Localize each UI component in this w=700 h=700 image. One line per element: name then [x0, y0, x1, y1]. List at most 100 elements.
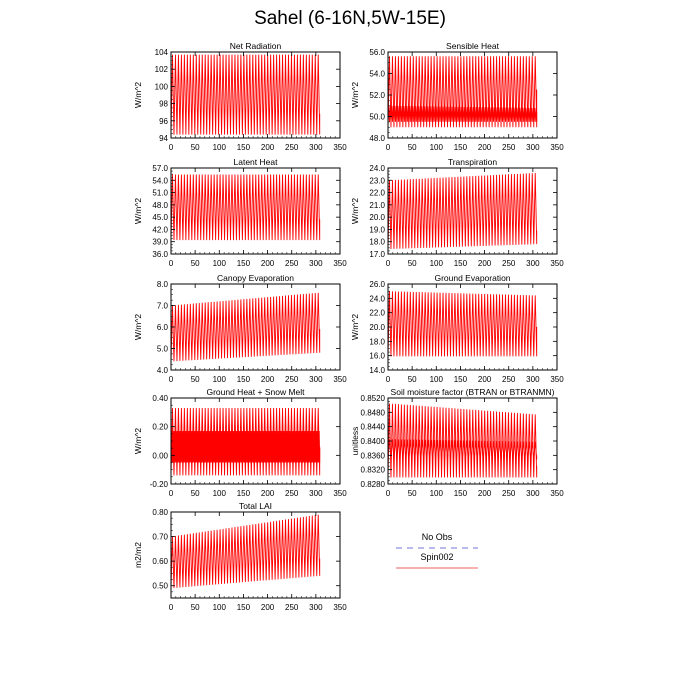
y-tick-label: 39.0 — [152, 238, 168, 247]
x-tick-label: 300 — [526, 259, 540, 268]
x-tick-label: 250 — [285, 603, 299, 612]
x-tick-label: 50 — [191, 375, 200, 384]
x-tick-label: 200 — [261, 489, 275, 498]
y-tick-label: 0.00 — [152, 451, 168, 460]
x-tick-label: 0 — [386, 489, 391, 498]
x-tick-label: 350 — [550, 489, 564, 498]
series-line-1 — [387, 172, 538, 250]
y-tick-label: 0.20 — [152, 423, 168, 432]
y-tick-label: 42.0 — [152, 225, 168, 234]
y-tick-label: 19.0 — [369, 225, 385, 234]
x-tick-label: 350 — [333, 375, 347, 384]
y-tick-label: 54.0 — [152, 176, 168, 185]
x-tick-label: 50 — [408, 489, 417, 498]
x-tick-label: 100 — [430, 143, 444, 152]
y-tick-label: 0.8400 — [361, 437, 386, 446]
y-tick-label: 96 — [159, 117, 168, 126]
panel-2: 0 50 100 150 200 250 300 350 48.0 50.0 52.0 54.0 56.… — [350, 41, 564, 152]
y-axis-label: W/m^2 — [133, 82, 143, 108]
x-tick-label: 200 — [261, 259, 275, 268]
x-tick-label: 300 — [309, 375, 323, 384]
panel-7: 0 50 100 150 200 250 300 350 -0.20 0.00 0.20 0.40 Gr… — [133, 387, 347, 498]
x-tick-label: 250 — [285, 143, 299, 152]
x-tick-label: 250 — [502, 259, 516, 268]
y-tick-label: 7.0 — [157, 302, 169, 311]
x-tick-label: 150 — [454, 375, 468, 384]
y-tick-label: -0.20 — [150, 480, 169, 489]
y-tick-label: 0.60 — [152, 557, 168, 566]
y-tick-label: 18.0 — [369, 238, 385, 247]
x-tick-label: 250 — [502, 143, 516, 152]
x-tick-label: 200 — [478, 143, 492, 152]
x-tick-label: 200 — [478, 489, 492, 498]
panel-title: Sensible Heat — [446, 41, 500, 51]
x-tick-label: 350 — [333, 143, 347, 152]
x-tick-label: 350 — [550, 143, 564, 152]
y-tick-label: 98 — [159, 100, 168, 109]
x-tick-label: 0 — [386, 259, 391, 268]
y-tick-label: 102 — [155, 65, 169, 74]
x-tick-label: 0 — [169, 603, 174, 612]
panel-5: 0 50 100 150 200 250 300 350 4.0 5.0 6.0 7.0 8.0 Cano… — [133, 273, 347, 384]
x-tick-label: 150 — [237, 375, 251, 384]
y-axis-label: W/m^2 — [133, 198, 143, 224]
x-tick-label: 150 — [454, 143, 468, 152]
x-tick-label: 300 — [309, 259, 323, 268]
y-tick-label: 0.40 — [152, 394, 168, 403]
x-tick-label: 50 — [191, 489, 200, 498]
x-tick-label: 50 — [408, 143, 417, 152]
series-line-2 — [387, 439, 538, 460]
y-tick-label: 5.0 — [157, 345, 169, 354]
y-axis-label: W/m^2 — [350, 314, 360, 340]
series-line-1 — [170, 174, 321, 241]
x-tick-label: 350 — [550, 375, 564, 384]
x-tick-label: 150 — [237, 489, 251, 498]
y-axis-label: unitless — [350, 427, 360, 456]
x-tick-label: 100 — [213, 375, 227, 384]
panel-title: Net Radiation — [230, 41, 282, 51]
y-tick-label: 48.0 — [369, 134, 385, 143]
y-axis-label: W/m^2 — [133, 314, 143, 340]
y-tick-label: 56.0 — [369, 48, 385, 57]
y-tick-label: 14.0 — [369, 366, 385, 375]
x-tick-label: 0 — [169, 489, 174, 498]
panel-title: Transpiration — [448, 157, 498, 167]
y-tick-label: 51.0 — [152, 189, 168, 198]
x-tick-label: 250 — [502, 375, 516, 384]
y-tick-label: 104 — [155, 48, 169, 57]
panel-9: 0 50 100 150 200 250 300 350 0.50 0.60 0.70 0.80 Tot… — [133, 501, 347, 612]
y-tick-label: 36.0 — [152, 250, 168, 259]
x-tick-label: 50 — [191, 603, 200, 612]
panel-title: Canopy Evaporation — [217, 273, 294, 283]
panel-3: 0 50 100 150 200 250 300 350 36.0 39.0 42.0 45.0 48.… — [133, 157, 347, 268]
x-tick-label: 50 — [408, 375, 417, 384]
x-tick-label: 100 — [430, 489, 444, 498]
y-tick-label: 0.8440 — [361, 423, 386, 432]
y-tick-label: 20.0 — [369, 213, 385, 222]
y-axis-label: m2/m2 — [133, 542, 143, 568]
x-tick-label: 200 — [478, 375, 492, 384]
panel-title: Soil moisture factor (BTRAN or BTRANMN) — [391, 387, 555, 397]
y-tick-label: 16.0 — [369, 352, 385, 361]
y-tick-label: 52.0 — [369, 91, 385, 100]
y-tick-label: 24.0 — [369, 164, 385, 173]
x-tick-label: 300 — [526, 375, 540, 384]
panel-8: 0 50 100 150 200 250 300 350 0.8280 0.8320 0.8360 0… — [350, 387, 564, 498]
y-tick-label: 0.8520 — [361, 394, 386, 403]
x-tick-label: 100 — [213, 603, 227, 612]
x-tick-label: 50 — [191, 259, 200, 268]
y-tick-label: 50.0 — [369, 113, 385, 122]
legend-label-2: Spin002 — [420, 552, 453, 562]
panel-4: 0 50 100 150 200 250 300 350 17.0 18.0 19.0 20.0 21.… — [350, 157, 564, 268]
x-tick-label: 300 — [309, 489, 323, 498]
y-tick-label: 45.0 — [152, 213, 168, 222]
x-tick-label: 200 — [261, 143, 275, 152]
series-line-1 — [170, 292, 321, 362]
x-tick-label: 100 — [213, 143, 227, 152]
x-tick-label: 150 — [237, 143, 251, 152]
x-tick-label: 100 — [213, 259, 227, 268]
y-tick-label: 22.0 — [369, 189, 385, 198]
y-tick-label: 26.0 — [369, 280, 385, 289]
y-tick-label: 17.0 — [369, 250, 385, 259]
x-tick-label: 250 — [285, 489, 299, 498]
